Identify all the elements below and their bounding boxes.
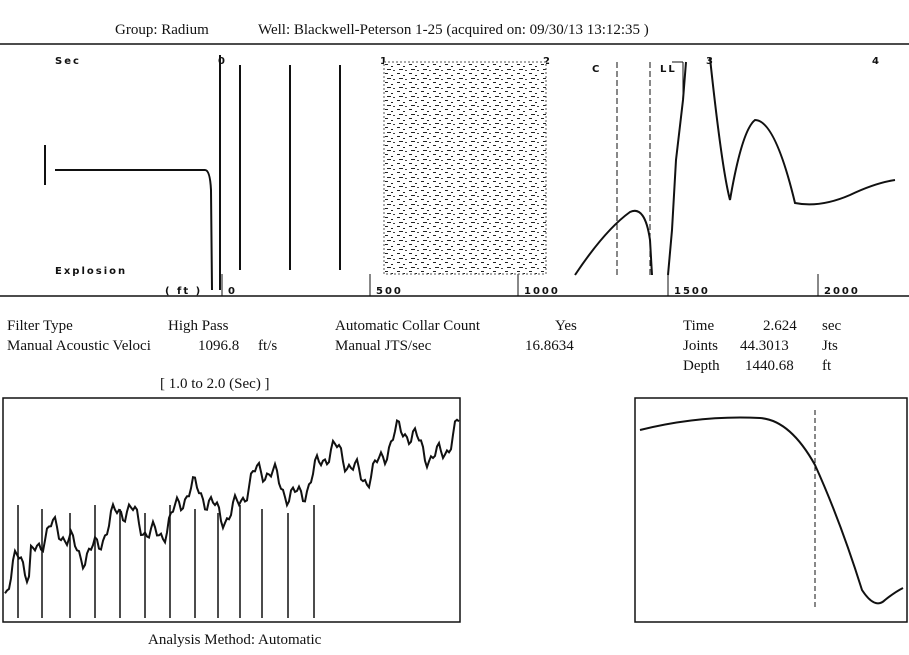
label: Manual Acoustic Veloci	[7, 338, 151, 354]
value: 44.3013	[740, 338, 789, 354]
value: 2.624	[763, 318, 797, 334]
marker: LL	[660, 64, 677, 75]
filter-panel	[634, 397, 908, 623]
time-tick: 4	[872, 56, 881, 67]
value: 16.8634	[525, 338, 574, 354]
label: Depth	[683, 358, 720, 374]
depth-ticks: 0 500 1000 1500 2000	[221, 274, 860, 297]
label: Automatic Collar Count	[335, 318, 481, 334]
value: 1096.8	[198, 338, 239, 354]
value: 1440.68	[745, 358, 794, 374]
unit: sec	[822, 318, 841, 334]
label: Filter Type	[7, 318, 73, 334]
unit: ft/s	[258, 338, 277, 354]
value: Yes	[555, 318, 577, 334]
depth-tick-label: 500	[376, 286, 403, 297]
marker: C	[592, 64, 601, 75]
well: Well: Blackwell-Peterson 1-25 (acquired …	[258, 22, 649, 38]
parameters: Filter Type High Pass Manual Acoustic Ve…	[7, 318, 841, 374]
group: Group: Radium	[115, 22, 209, 38]
value: High Pass	[168, 318, 229, 334]
label: Joints	[683, 338, 718, 354]
noise-region	[383, 61, 547, 275]
window-panel	[2, 397, 461, 623]
acoustic-trace	[44, 55, 896, 291]
analysis-method: Analysis Method: Automatic	[148, 632, 322, 648]
window-label: [ 1.0 to 2.0 (Sec) ]	[160, 376, 270, 392]
source-label: Explosion	[55, 266, 127, 277]
label: Manual JTS/sec	[335, 338, 432, 354]
time-unit: Sec	[55, 56, 81, 67]
time-tick: 1	[380, 56, 389, 67]
filter-curve	[639, 416, 904, 605]
depth-unit: ( ft )	[165, 286, 202, 297]
time-tick: 2	[543, 56, 552, 67]
unit: Jts	[822, 338, 838, 354]
label: Time	[683, 318, 714, 334]
depth-tick-label: 2000	[824, 286, 860, 297]
time-tick: 0	[218, 56, 227, 67]
depth-tick-label: 0	[228, 286, 237, 297]
depth-tick-label: 1500	[674, 286, 710, 297]
depth-tick-label: 1000	[524, 286, 560, 297]
collar-lines	[17, 505, 315, 618]
time-ticks: 01234	[218, 56, 881, 67]
unit: ft	[822, 358, 832, 374]
window-trace	[4, 418, 460, 594]
